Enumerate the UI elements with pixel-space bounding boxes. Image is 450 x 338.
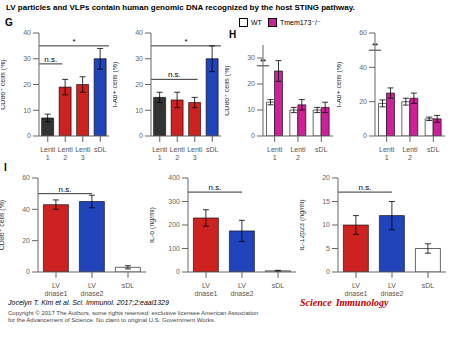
svg-text:Lenti2: Lenti2 (290, 146, 306, 160)
svg-text:20: 20 (247, 80, 255, 87)
svg-text:n.s.: n.s. (168, 70, 181, 79)
svg-text:sDL: sDL (206, 146, 219, 153)
svg-text:30: 30 (247, 54, 255, 61)
svg-text:sDL: sDL (315, 146, 328, 153)
svg-text:20: 20 (22, 237, 30, 244)
html-text:I: I (4, 162, 7, 173)
svg-text:300: 300 (168, 198, 180, 205)
svg-text:0: 0 (139, 132, 143, 139)
svg-text:20: 20 (23, 81, 31, 88)
svg-text:Lenti2: Lenti2 (58, 146, 74, 160)
html-text:H: H (229, 29, 237, 40)
html-text:WT: WT (251, 19, 262, 26)
svg-text:sDL: sDL (422, 282, 435, 289)
svg-text:0: 0 (176, 268, 180, 275)
svg-text:60: 60 (359, 29, 367, 36)
svg-text:n.s.: n.s. (59, 185, 72, 194)
svg-text:LVdnase2: LVdnase2 (231, 282, 254, 296)
svg-text:Lenti1: Lenti1 (267, 146, 283, 160)
svg-text:40: 40 (22, 206, 30, 213)
svg-text:sDL: sDL (94, 146, 107, 153)
svg-text:10: 10 (322, 221, 330, 228)
svg-text:30: 30 (135, 55, 143, 62)
svg-text:CD86⁺ cells (%): CD86⁺ cells (%) (225, 65, 231, 115)
svg-text:Lenti2: Lenti2 (170, 146, 186, 160)
svg-text:60: 60 (22, 174, 30, 181)
svg-text:10: 10 (135, 107, 143, 114)
svg-text:20: 20 (135, 81, 143, 88)
svg-text:LVdnase1: LVdnase1 (345, 282, 368, 296)
svg-text:0: 0 (26, 268, 30, 275)
svg-text:LVdnase2: LVdnase2 (81, 282, 104, 296)
svg-text:15: 15 (322, 198, 330, 205)
svg-text:0: 0 (326, 268, 330, 275)
svg-text:200: 200 (168, 221, 180, 228)
svg-text:20: 20 (322, 174, 330, 181)
html-text:Tmem173⁻/⁻: Tmem173⁻/⁻ (279, 18, 321, 26)
svg-text:10: 10 (23, 107, 31, 114)
svg-text:5: 5 (326, 245, 330, 252)
svg-text:10: 10 (247, 106, 255, 113)
svg-text:100: 100 (168, 245, 180, 252)
svg-text:**: ** (260, 57, 266, 66)
svg-text:**: ** (372, 41, 378, 50)
svg-text:n.s.: n.s. (44, 55, 57, 64)
svg-text:Lenti1: Lenti1 (40, 146, 56, 160)
html-text:G: G (5, 17, 13, 28)
html-text:Copyright © 2017 The Authors,: Copyright © 2017 The Authors, some right… (8, 310, 259, 323)
svg-text:40: 40 (135, 29, 143, 36)
svg-text:Lenti3: Lenti3 (187, 146, 203, 160)
svg-text:IL-12p23 (ng/ml): IL-12p23 (ng/ml) (300, 199, 306, 250)
svg-text:sDL: sDL (272, 282, 285, 289)
svg-text:30: 30 (23, 55, 31, 62)
svg-text:Lenti1: Lenti1 (379, 146, 395, 160)
svg-text:Lenti2: Lenti2 (402, 146, 418, 160)
svg-text:*: * (72, 37, 75, 46)
html-text:LV particles and VLPs contain: LV particles and VLPs contain human geno… (6, 3, 355, 12)
svg-text:40: 40 (359, 64, 367, 71)
svg-text:IL-6 (ng/ml): IL-6 (ng/ml) (150, 207, 156, 243)
svg-text:LVdnase1: LVdnase1 (195, 282, 218, 296)
svg-text:n.s.: n.s. (209, 183, 222, 192)
svg-text:sDL: sDL (122, 282, 135, 289)
svg-text:n.s.: n.s. (359, 183, 372, 192)
html-text:Science Immunology: Science Immunology (300, 297, 389, 308)
svg-text:Lenti1: Lenti1 (152, 146, 168, 160)
html-text:Jocelyn T. Kim et al. Sci. Imm: Jocelyn T. Kim et al. Sci. Immunol. 2017… (8, 299, 169, 306)
svg-text:0: 0 (251, 132, 255, 139)
svg-text:40: 40 (23, 29, 31, 36)
svg-text:LVdnase2: LVdnase2 (381, 282, 404, 296)
svg-text:400: 400 (168, 174, 180, 181)
svg-text:Lenti3: Lenti3 (75, 146, 91, 160)
svg-text:0: 0 (363, 132, 367, 139)
svg-text:*: * (184, 37, 187, 46)
svg-text:LVdnase1: LVdnase1 (45, 282, 68, 296)
svg-text:I-Ab+ cells (%): I-Ab+ cells (%) (113, 62, 119, 108)
svg-text:sDL: sDL (427, 146, 440, 153)
svg-text:0: 0 (27, 132, 31, 139)
svg-text:20: 20 (359, 98, 367, 105)
svg-text:I-Ab+ cells (%): I-Ab+ cells (%) (337, 62, 343, 108)
